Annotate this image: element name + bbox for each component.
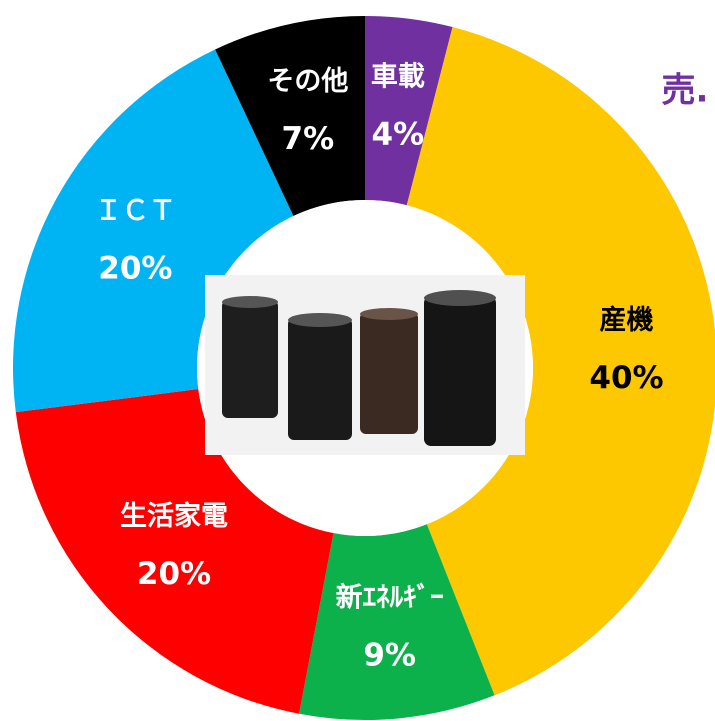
- capacitor: [360, 312, 418, 434]
- chart-title: 売.: [662, 71, 709, 111]
- segment-name: ＩＣＴ: [95, 195, 176, 226]
- segment-value-label: 40%: [589, 360, 663, 396]
- segment-name: 産機: [599, 304, 653, 336]
- segment-value-label: 7%: [282, 121, 335, 157]
- capacitor-top: [288, 313, 352, 327]
- segment-name: 車載: [371, 62, 425, 93]
- labels: 車載 4% 産機 40% 新ｴﾈﾙｷﾞｰ 9% 生活家電 20% ＩＣＴ 20% その他 7%: [95, 62, 664, 674]
- segment-value-label: 9%: [363, 637, 416, 673]
- capacitor-top: [360, 308, 418, 320]
- segment: [406, 27, 715, 696]
- segment-name: 新ｴﾈﾙｷﾞｰ: [336, 581, 444, 613]
- segment-value-label: 20%: [98, 250, 172, 286]
- segment: [15, 389, 334, 714]
- segment: [12, 49, 294, 413]
- capacitor-top: [424, 290, 496, 306]
- segment: [365, 16, 453, 206]
- segment: [215, 16, 365, 216]
- segment-name: その他: [267, 66, 348, 97]
- segment-value-label: 20%: [137, 556, 211, 592]
- capacitor: [222, 300, 278, 418]
- segment: [299, 524, 495, 721]
- capacitor-top: [222, 296, 278, 308]
- segment-name: 生活家電: [120, 500, 228, 532]
- segments: [12, 16, 715, 721]
- product-photo: [205, 275, 525, 455]
- segment-value-label: 4%: [372, 117, 425, 153]
- capacitor: [288, 318, 352, 440]
- capacitor: [424, 296, 496, 446]
